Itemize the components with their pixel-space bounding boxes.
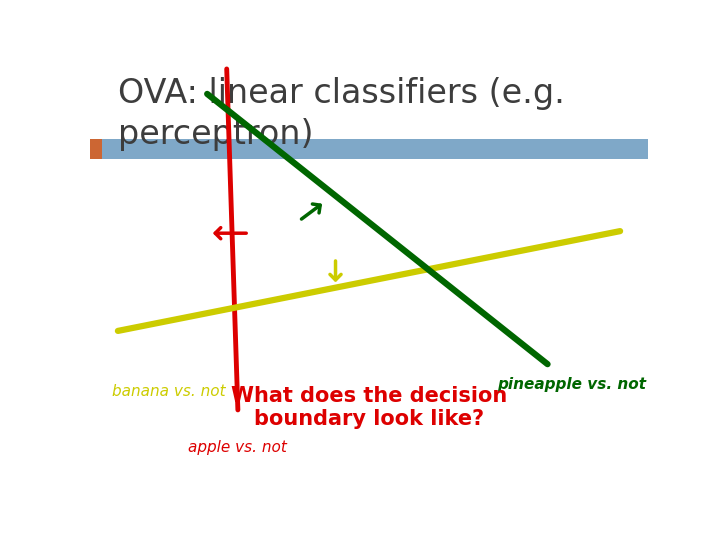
Text: What does the decision
boundary look like?: What does the decision boundary look lik… [231, 386, 507, 429]
Text: pineapple vs. not: pineapple vs. not [498, 377, 647, 393]
Bar [90, 139, 648, 159]
Text: apple vs. not: apple vs. not [189, 440, 287, 455]
Text: banana vs. not: banana vs. not [112, 384, 226, 399]
Bar [90, 139, 102, 159]
Text: OVA: linear classifiers (e.g.
perceptron): OVA: linear classifiers (e.g. perceptron… [118, 77, 564, 151]
